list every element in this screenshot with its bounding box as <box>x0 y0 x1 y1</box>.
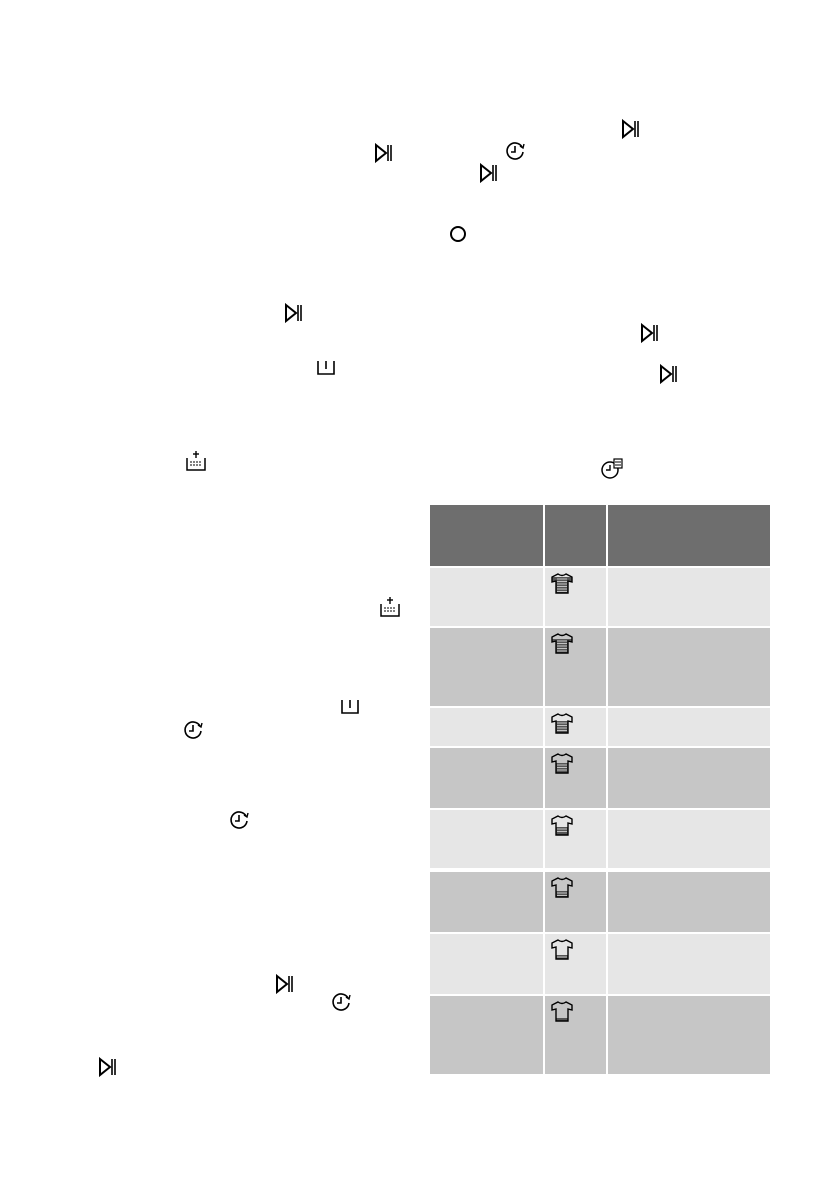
soil-level-shirt-icon <box>551 939 573 966</box>
play-pause-icon <box>98 1056 116 1078</box>
table-cell <box>430 748 543 808</box>
play-pause-icon <box>479 162 497 184</box>
table-row <box>430 996 770 1074</box>
table-row <box>430 872 770 932</box>
table-header <box>430 505 770 566</box>
header-cell <box>608 505 770 566</box>
table-cell <box>545 748 606 808</box>
table-cell <box>608 934 770 994</box>
soil-level-shirt-icon <box>551 877 573 904</box>
table-cell <box>545 872 606 932</box>
table-row <box>430 708 770 746</box>
drain-icon <box>316 360 336 376</box>
table-cell <box>608 628 770 706</box>
table-cell <box>545 628 606 706</box>
header-cell <box>545 505 606 566</box>
table-row <box>430 748 770 808</box>
table-cell <box>545 996 606 1074</box>
rinse-hold-icon <box>185 450 207 472</box>
table-row <box>430 934 770 994</box>
soil-level-shirt-icon <box>551 573 573 600</box>
table-cell <box>608 748 770 808</box>
table-row <box>430 628 770 706</box>
header-cell <box>430 505 543 566</box>
rinse-hold-icon <box>379 596 401 618</box>
delay-timer-icon <box>504 140 526 162</box>
table-cell <box>430 996 543 1074</box>
table-cell <box>430 872 543 932</box>
drain-icon <box>340 699 360 715</box>
table-cell <box>608 872 770 932</box>
soil-level-shirt-icon <box>551 1001 573 1028</box>
soil-level-shirt-icon <box>551 633 573 660</box>
table-cell <box>545 568 606 626</box>
power-icon <box>449 225 467 243</box>
table-row <box>430 810 770 868</box>
time-manager-icon <box>600 458 624 480</box>
play-pause-icon <box>275 973 293 995</box>
soil-level-shirt-icon <box>551 815 573 842</box>
table-cell <box>430 628 543 706</box>
table-cell <box>608 996 770 1074</box>
play-pause-icon <box>621 118 639 140</box>
table-cell <box>430 568 543 626</box>
table-cell <box>430 934 543 994</box>
delay-timer-icon <box>182 719 204 741</box>
table-cell <box>545 810 606 868</box>
play-pause-icon <box>659 363 677 385</box>
table-cell <box>545 934 606 994</box>
table-cell <box>608 708 770 746</box>
table-cell <box>608 810 770 868</box>
play-pause-icon <box>640 322 658 344</box>
delay-timer-icon <box>330 991 352 1013</box>
table-cell <box>608 568 770 626</box>
table-row <box>430 568 770 626</box>
table-cell <box>430 810 543 868</box>
play-pause-icon <box>374 142 392 164</box>
play-pause-icon <box>284 302 302 324</box>
delay-timer-icon <box>228 809 250 831</box>
table-cell <box>430 708 543 746</box>
soil-level-shirt-icon <box>551 713 573 740</box>
table-cell <box>545 708 606 746</box>
soil-level-shirt-icon <box>551 753 573 780</box>
